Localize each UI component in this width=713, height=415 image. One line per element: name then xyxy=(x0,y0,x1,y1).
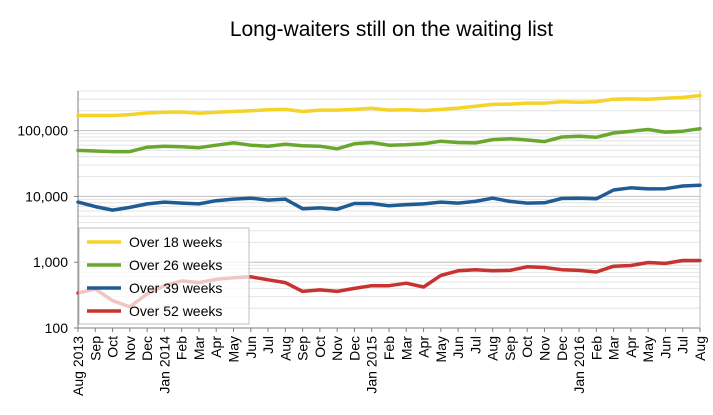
y-tick-label: 100,000 xyxy=(17,123,68,139)
x-tick-label: Dec xyxy=(139,336,155,361)
x-tick-label: Jan 2016 xyxy=(571,336,587,394)
x-tick-label: Jul xyxy=(260,336,276,354)
x-tick-label: May xyxy=(226,336,242,362)
legend-label: Over 18 weeks xyxy=(129,234,222,250)
x-tick-label: Dec xyxy=(554,336,570,361)
series-line-2 xyxy=(76,126,702,154)
x-tick-label: May xyxy=(640,336,656,362)
x-tick-label: Nov xyxy=(537,336,553,361)
x-tick-labels: Aug 2013 Sep Oct Nov Dec Jan 2014 Feb Mar Apr May… xyxy=(70,336,708,396)
chart-title: Long-waiters still on the waiting list xyxy=(229,18,554,41)
x-tick-label: Feb xyxy=(588,336,604,360)
x-tick-label: Sep xyxy=(502,336,518,361)
x-tick-label: Aug xyxy=(485,336,501,361)
x-tick-label: Jul xyxy=(675,336,691,354)
x-tick-label: Feb xyxy=(381,336,397,360)
y-tick-label: 10,000 xyxy=(25,188,68,204)
x-tick-label: Jul xyxy=(467,336,483,354)
x-tick-label: Mar xyxy=(398,336,414,360)
x-tick-label: Jun xyxy=(657,336,673,359)
x-tick-label: Jun xyxy=(243,336,259,359)
x-tick-label: Apr xyxy=(208,336,224,358)
grid-layer xyxy=(78,90,700,329)
x-tick-label: Nov xyxy=(122,336,138,361)
x-tick-label: Apr xyxy=(416,336,432,358)
legend-label: Over 39 weeks xyxy=(129,280,222,296)
legend-label: Over 52 weeks xyxy=(129,303,222,319)
x-tick-label: Feb xyxy=(174,336,190,360)
x-tick-label: Aug xyxy=(277,336,293,361)
axis-layer xyxy=(74,91,701,332)
x-tick-label: Sep xyxy=(87,336,103,361)
x-tick-label: Jan 2014 xyxy=(156,336,172,394)
x-tick-label: Jan 2015 xyxy=(364,336,380,394)
x-tick-label: Oct xyxy=(519,336,535,358)
y-tick-label: 1,000 xyxy=(33,254,68,270)
y-tick-label: 100 xyxy=(45,320,69,336)
x-tick-label: Mar xyxy=(606,336,622,360)
x-tick-label: May xyxy=(433,336,449,362)
x-tick-label: Dec xyxy=(346,336,362,361)
x-tick-label: Aug xyxy=(692,336,708,361)
x-tick-label: Nov xyxy=(329,336,345,361)
x-tick-label: Oct xyxy=(105,336,121,358)
x-tick-label: Aug 2013 xyxy=(70,336,86,396)
x-tick-label: Jun xyxy=(450,336,466,359)
x-tick-label: Mar xyxy=(191,336,207,360)
y-tick-labels: 100 1,000 10,000 100,000 xyxy=(17,123,68,336)
series-line-1 xyxy=(76,93,702,118)
legend-label: Over 26 weeks xyxy=(129,257,222,273)
x-tick-label: Oct xyxy=(312,336,328,358)
legend: Over 18 weeks Over 26 weeks Over 39 weeks O… xyxy=(78,227,250,325)
legend-box xyxy=(78,227,250,325)
series-line-3 xyxy=(76,183,702,212)
x-tick-label: Apr xyxy=(623,336,639,358)
x-tick-label: Sep xyxy=(295,336,311,361)
